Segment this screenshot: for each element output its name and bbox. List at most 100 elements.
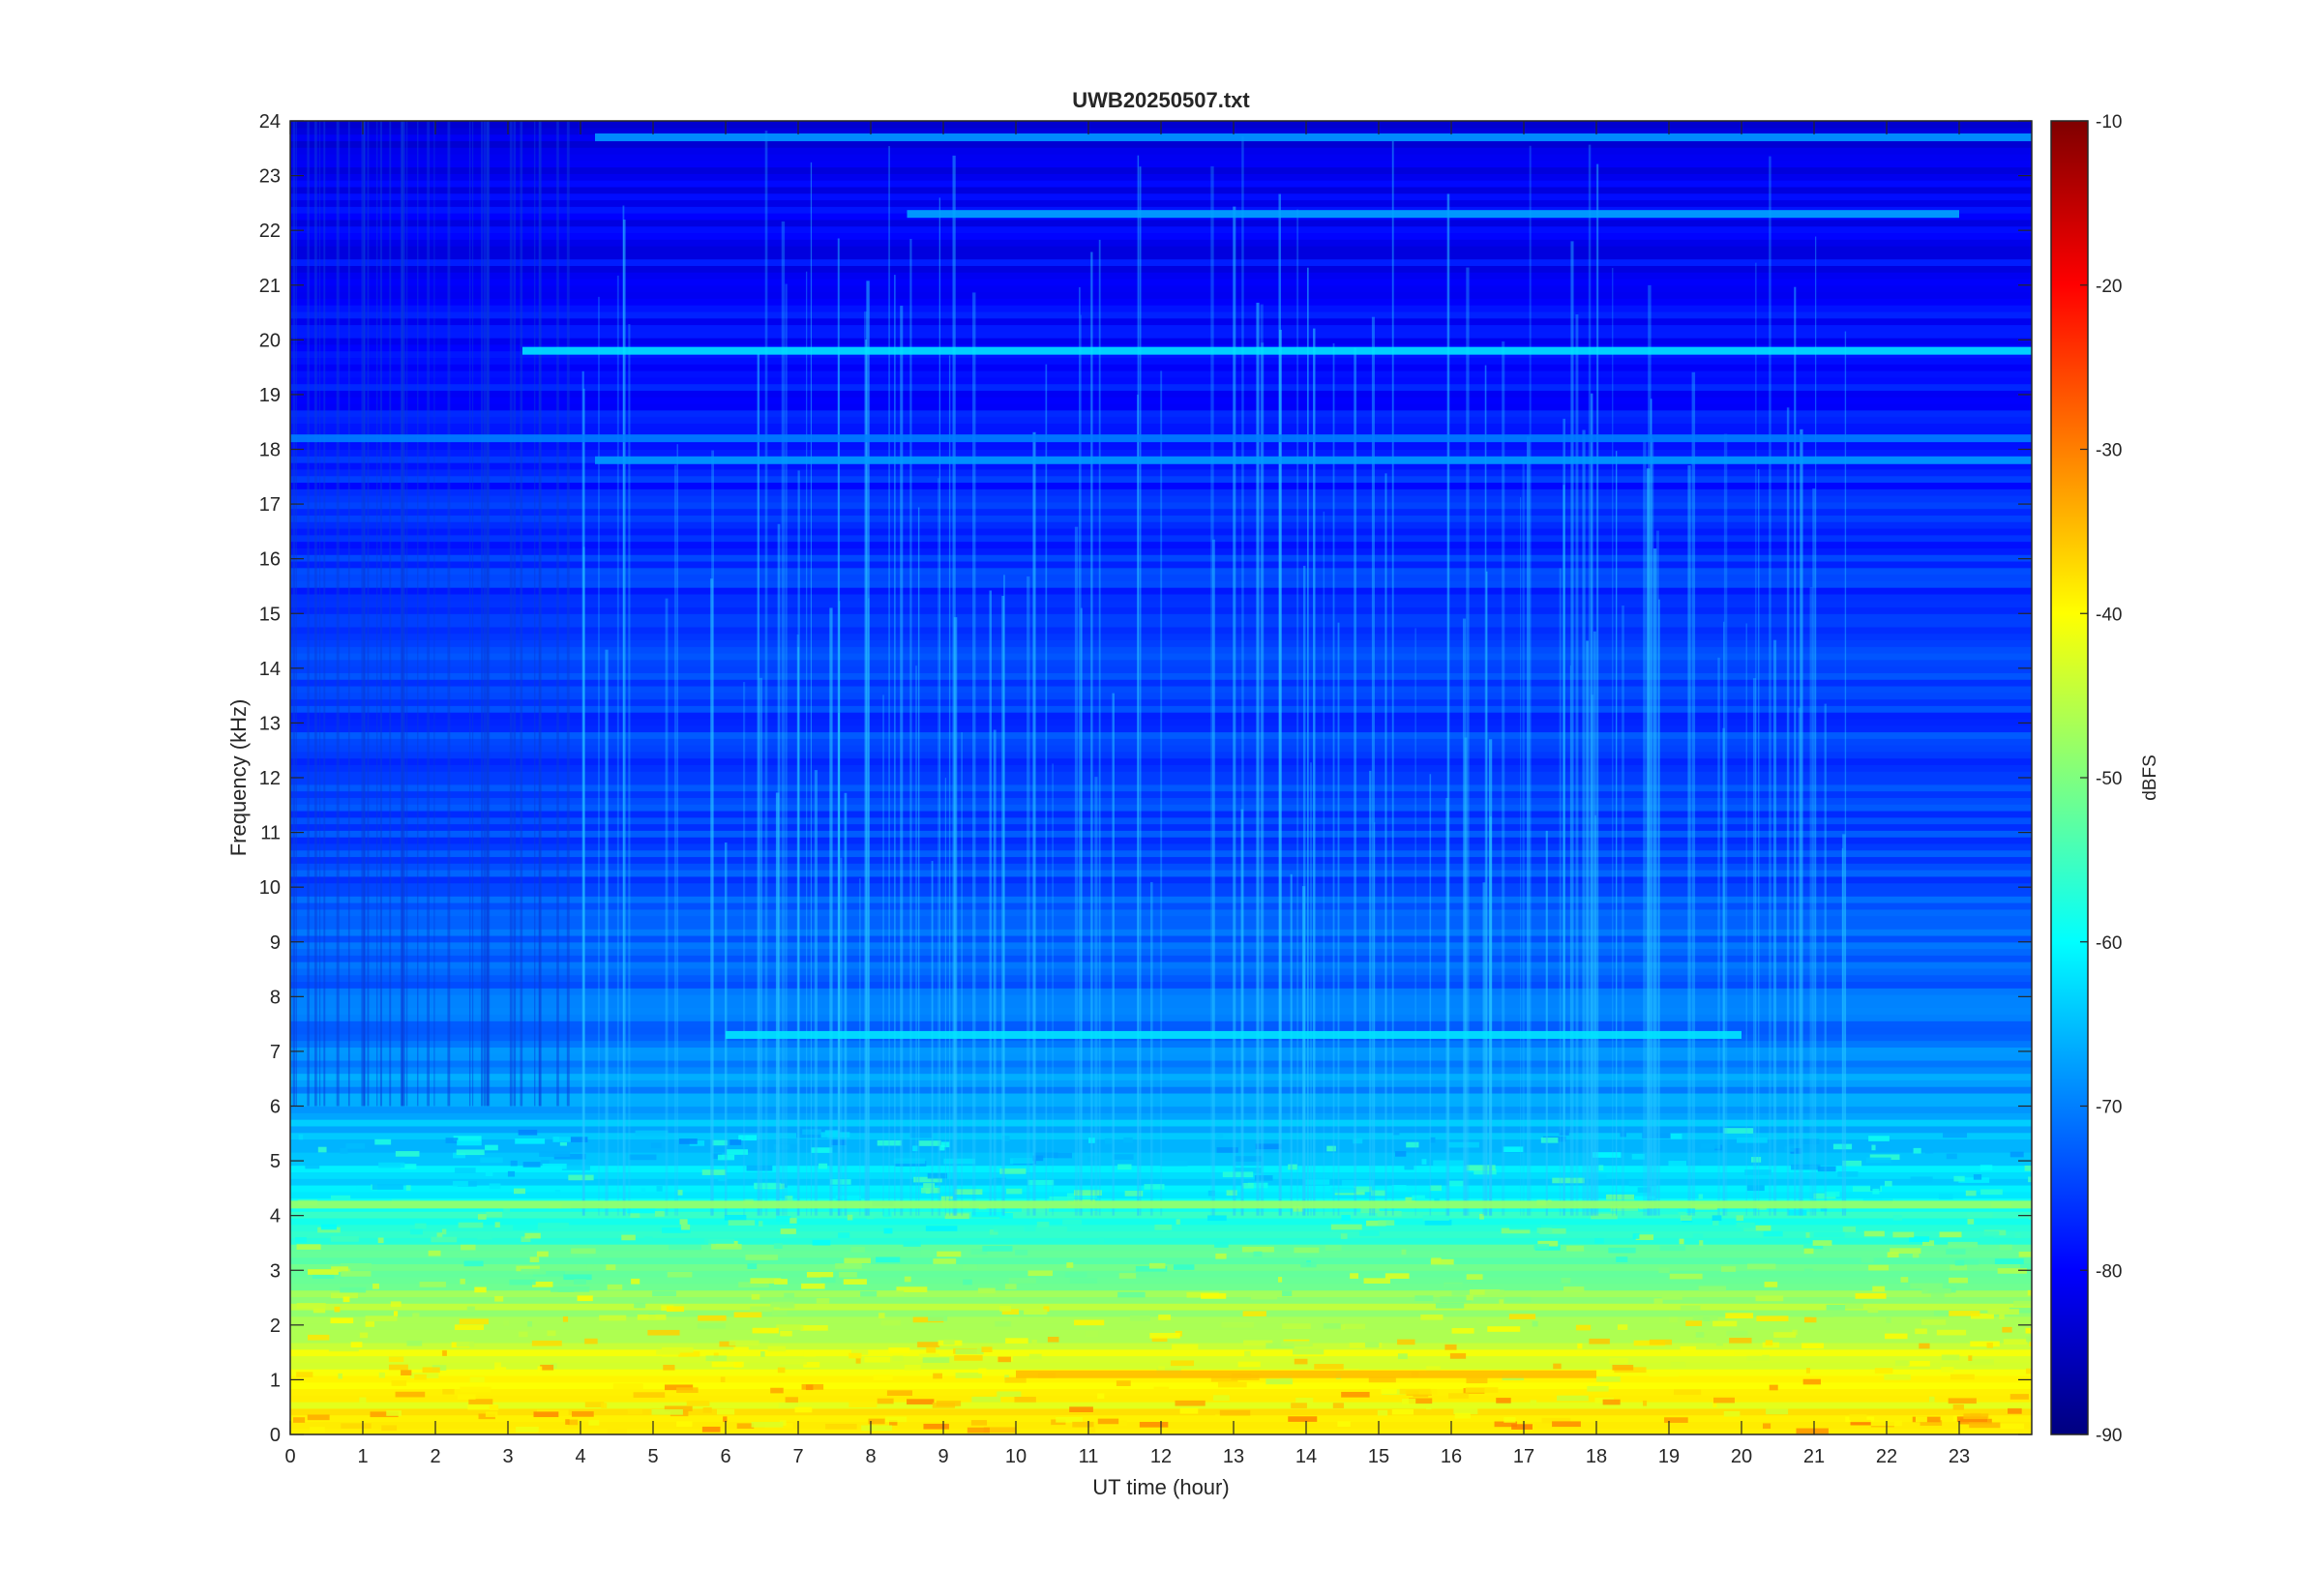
noise-cell xyxy=(1980,1236,1994,1243)
frequency-band xyxy=(290,941,2032,950)
frequency-band xyxy=(290,140,2032,148)
noise-cell xyxy=(370,1411,399,1418)
y-tick-label: 8 xyxy=(270,987,281,1008)
frequency-band xyxy=(290,291,2032,299)
y-tick-label: 20 xyxy=(259,330,281,351)
noise-cell xyxy=(2026,1336,2032,1343)
noise-cell xyxy=(1886,1317,1891,1323)
noise-cell xyxy=(904,1364,921,1371)
noise-cell xyxy=(728,1220,756,1226)
frequency-band xyxy=(290,324,2032,332)
frequency-band xyxy=(290,1040,2032,1048)
noise-cell xyxy=(298,1134,304,1140)
noise-cell xyxy=(652,1290,676,1297)
frequency-band xyxy=(290,357,2032,365)
noise-cell xyxy=(1254,1175,1273,1181)
y-tick-label: 7 xyxy=(270,1042,281,1063)
frequency-band xyxy=(290,646,2032,654)
noise-cell xyxy=(1214,1242,1229,1248)
noise-cell xyxy=(1172,1344,1199,1350)
noise-cell xyxy=(850,1349,869,1355)
frequency-band xyxy=(290,1000,2032,1009)
noise-cell xyxy=(1444,1344,1457,1350)
frequency-band xyxy=(290,679,2032,687)
noise-cell xyxy=(1939,1231,1962,1238)
noise-cell xyxy=(1116,1380,1131,1386)
noise-cell xyxy=(1430,1185,1443,1192)
frequency-band xyxy=(290,988,2032,995)
y-tick-label: 10 xyxy=(259,877,281,899)
noise-cell xyxy=(1680,1345,1696,1352)
frequency-band xyxy=(290,1211,2032,1219)
noise-cell xyxy=(457,1139,482,1146)
noise-cell xyxy=(1863,1230,1885,1237)
noise-cell xyxy=(515,1138,546,1144)
frequency-band xyxy=(290,870,2032,877)
frequency-band xyxy=(290,672,2032,680)
broadband-streak xyxy=(1078,286,1081,1216)
broadband-streak xyxy=(917,507,920,1216)
noise-cell xyxy=(1207,1215,1227,1222)
broadband-streak xyxy=(581,370,584,1216)
frequency-band xyxy=(290,1053,2032,1061)
noise-cell xyxy=(1293,1348,1325,1355)
noise-cell xyxy=(1773,1332,1796,1338)
noise-cell xyxy=(1936,1329,1967,1336)
noise-cell xyxy=(847,1214,853,1221)
noise-cell xyxy=(920,1250,931,1256)
noise-cell xyxy=(1746,1185,1765,1192)
noise-cell xyxy=(999,1213,1013,1219)
noise-cell xyxy=(1430,1137,1436,1143)
frequency-band xyxy=(290,580,2032,588)
noise-cell xyxy=(521,1268,547,1275)
x-tick-label: 19 xyxy=(1658,1446,1680,1467)
noise-cell xyxy=(1323,1323,1341,1329)
noise-cell xyxy=(1340,1233,1348,1239)
noise-cell xyxy=(1282,1290,1293,1297)
noise-cell xyxy=(1343,1323,1366,1330)
noise-cell xyxy=(340,1286,367,1293)
noise-cell xyxy=(621,1234,636,1241)
noise-cell xyxy=(317,1227,341,1233)
noise-cell xyxy=(1294,1358,1308,1365)
x-tick-label: 10 xyxy=(1005,1446,1027,1467)
noise-cell xyxy=(970,1249,988,1255)
noise-cell xyxy=(1469,1289,1501,1295)
noise-cell xyxy=(1008,1278,1036,1284)
noise-cell xyxy=(936,1401,962,1406)
noise-cell xyxy=(669,1244,701,1251)
noise-cell xyxy=(1804,1316,1817,1323)
noise-cell xyxy=(310,1427,325,1433)
noise-cell xyxy=(2025,1368,2032,1374)
noise-cell xyxy=(345,1142,366,1149)
noise-cell xyxy=(877,1139,902,1146)
noise-cell xyxy=(729,1340,759,1346)
noise-cell xyxy=(719,1341,736,1347)
noise-cell xyxy=(1532,1320,1538,1327)
broadband-streak xyxy=(605,649,609,1216)
broadband-streak xyxy=(447,121,450,1107)
frequency-band xyxy=(290,804,2032,812)
broadband-streak xyxy=(1646,468,1651,1216)
frequency-band xyxy=(290,1092,2032,1101)
broadband-streak xyxy=(1687,465,1691,1216)
noise-cell xyxy=(599,1315,627,1321)
noise-cell xyxy=(770,1301,794,1308)
noise-cell xyxy=(1900,1277,1909,1283)
x-axis-label: UT time (hour) xyxy=(1092,1475,1229,1499)
noise-cell xyxy=(395,1391,426,1398)
noise-cell xyxy=(1680,1305,1701,1312)
noise-cell xyxy=(1242,1311,1266,1316)
noise-cell xyxy=(1288,1416,1318,1422)
x-tick-label: 14 xyxy=(1295,1446,1317,1467)
noise-cell xyxy=(1255,1143,1282,1150)
y-tick-label: 14 xyxy=(259,659,281,680)
broadband-streak xyxy=(483,121,487,1107)
noise-cell xyxy=(453,1152,466,1159)
noise-cell xyxy=(738,1135,758,1141)
noise-cell xyxy=(1219,1409,1251,1416)
broadband-streak xyxy=(1098,239,1101,1216)
noise-cell xyxy=(627,1408,642,1414)
noise-cell xyxy=(1280,1341,1313,1347)
broadband-streak xyxy=(1717,657,1720,1216)
